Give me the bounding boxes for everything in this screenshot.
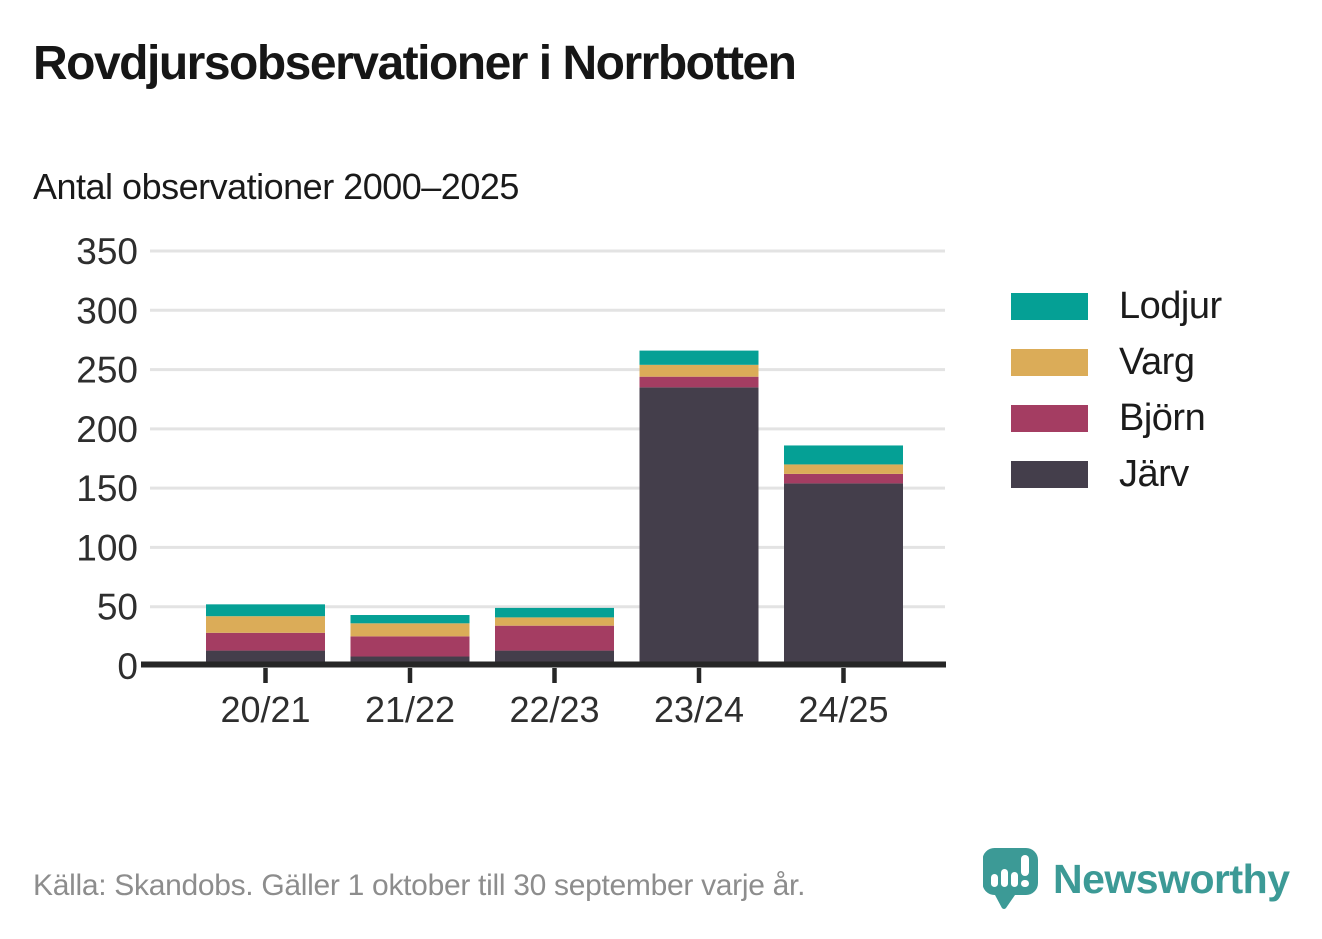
legend-item-Järv: Järv [1011,453,1222,495]
x-tick-label-24/25: 24/25 [798,689,888,730]
x-tick-label-23/24: 23/24 [654,689,744,730]
bar-segment-22/23-Varg [495,617,614,626]
bar-segment-21/22-Järv [350,656,470,666]
legend-label-Lodjur: Lodjur [1119,285,1222,327]
bar-segment-23/24-Björn [639,376,759,388]
bar-segment-22/23-Lodjur [495,607,614,618]
legend-label-Varg: Varg [1119,341,1195,383]
legend-swatch-Varg [1011,349,1088,376]
newsworthy-logo-icon [983,848,1038,910]
x-tick-label-22/23: 22/23 [509,689,599,730]
legend-item-Björn: Björn [1011,397,1222,439]
legend-label-Björn: Björn [1119,397,1206,439]
bar-segment-20/21-Lodjur [206,604,325,617]
y-tick-label-250: 250 [76,350,138,391]
x-tick-label-21/22: 21/22 [365,689,455,730]
chart-subtitle: Antal observationer 2000–2025 [33,166,519,207]
bar-segment-20/21-Varg [206,616,325,633]
source-note: Källa: Skandobs. Gäller 1 oktober till 3… [33,869,806,902]
x-tick-label-20/21: 20/21 [220,689,310,730]
bar-segment-23/24-Lodjur [639,350,759,365]
legend-swatch-Järv [1011,461,1088,488]
bar-segment-23/24-Varg [639,364,759,377]
bar-segment-21/22-Varg [350,623,470,637]
legend-swatch-Björn [1011,405,1088,432]
y-tick-label-50: 50 [97,587,138,628]
legend-item-Varg: Varg [1011,341,1222,383]
stacked-bar-chart: 0 50 100 150 200 250 300 350 20/21 21/22 22/23 23/2… [76,231,946,730]
bar-segment-24/25-Lodjur [784,445,903,465]
bar-segment-21/22-Björn [350,636,470,657]
legend-swatch-Lodjur [1011,293,1088,320]
bar-segment-24/25-Björn [784,473,903,484]
bar-segment-23/24-Järv [639,387,759,666]
bar-segment-24/25-Järv [784,483,903,666]
newsworthy-brand: Newsworthy [983,848,1290,910]
chart-legend: Lodjur Varg Björn Järv [1011,285,1222,495]
y-tick-label-0: 0 [117,646,138,687]
chart-title: Rovdjursobservationer i Norrbotten [33,37,797,90]
bar-segment-21/22-Lodjur [350,615,470,624]
y-tick-label-100: 100 [76,527,138,568]
y-tick-label-150: 150 [76,468,138,509]
y-tick-label-350: 350 [76,231,138,272]
legend-label-Järv: Järv [1119,453,1189,495]
y-tick-label-300: 300 [76,290,138,331]
bar-segment-20/21-Björn [206,632,325,651]
newsworthy-logo-text: Newsworthy [1053,855,1290,902]
bar-segment-24/25-Varg [784,464,903,474]
legend-item-Lodjur: Lodjur [1011,285,1222,327]
y-tick-label-200: 200 [76,409,138,450]
bar-segment-22/23-Björn [495,625,614,651]
